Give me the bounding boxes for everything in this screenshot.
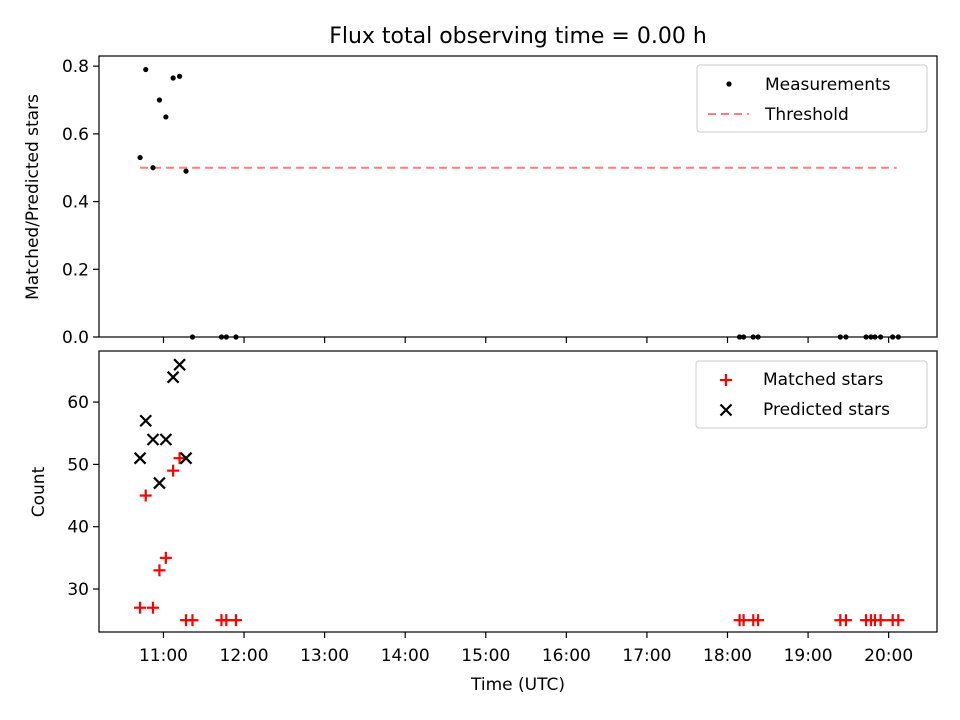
top-y-tick-label: 0.4 xyxy=(62,193,89,213)
legend-predicted-label: Predicted stars xyxy=(763,400,890,420)
matched-star-point xyxy=(874,614,887,627)
measurement-point xyxy=(183,168,189,174)
bottom-y-tick-label: 40 xyxy=(67,518,89,538)
predicted-star-point xyxy=(159,433,173,446)
x-tick-label: 11:00 xyxy=(139,646,188,666)
measurement-point xyxy=(176,73,183,79)
bottom-y-tick-label: 30 xyxy=(67,580,89,600)
bottom-legend: Matched stars Predicted stars xyxy=(695,360,928,429)
predicted-star-point xyxy=(173,358,186,371)
x-tick-label: 14:00 xyxy=(381,646,430,666)
bottom-y-tick-label: 60 xyxy=(67,393,89,413)
bottom-legend-box xyxy=(695,360,928,429)
predicted-star-point xyxy=(139,414,153,428)
matched-star-point xyxy=(839,614,852,627)
top-panel-frame xyxy=(98,55,938,338)
measurement-point xyxy=(150,165,156,171)
measurement-point xyxy=(218,334,225,340)
measurement-point xyxy=(863,334,869,340)
bottom-y-ticks: 30 40 50 60 xyxy=(67,393,99,600)
legend-threshold-label: Threshold xyxy=(764,105,849,125)
measurement-point xyxy=(877,334,884,340)
matched-star-point xyxy=(229,614,242,627)
top-y-tick-label: 0.2 xyxy=(62,260,89,280)
x-tick-label: 20:00 xyxy=(864,646,913,666)
measurement-point xyxy=(137,154,143,161)
top-legend: Measurements Threshold xyxy=(696,64,928,133)
predicted-star-point xyxy=(146,433,160,446)
predicted-star-points xyxy=(133,358,193,490)
x-tick-label: 17:00 xyxy=(622,646,671,666)
measurement-point xyxy=(170,75,176,81)
x-tick-label: 12:00 xyxy=(220,646,269,666)
top-y-axis-label: Matched/Predicted stars xyxy=(23,94,43,300)
legend-measurements-marker xyxy=(726,81,732,87)
matched-star-point xyxy=(146,601,159,614)
bottom-y-tick-label: 50 xyxy=(67,455,89,475)
bottom-x-ticks: 11:00 12:00 13:00 14:00 15:00 16:00 17:00 18:00… xyxy=(139,632,913,666)
measurement-point xyxy=(868,334,874,340)
matched-star-point xyxy=(167,464,180,477)
matched-star-point xyxy=(892,614,905,627)
top-panel: 0.00.20.40.60.8 Matched/Predicted stars … xyxy=(23,55,938,348)
matched-star-point xyxy=(173,452,186,465)
measurement-point xyxy=(156,97,163,103)
measurement-point xyxy=(755,334,761,340)
legend-cross xyxy=(719,403,733,417)
measurement-point xyxy=(223,334,229,340)
top-legend-box xyxy=(696,64,928,133)
measurement-point xyxy=(741,334,747,340)
measurement-point xyxy=(837,334,843,340)
top-y-tick-label: 0.8 xyxy=(62,57,89,77)
legend-matched-label: Matched stars xyxy=(763,370,883,390)
bottom-panel-frame xyxy=(98,350,938,633)
legend-predicted-marker xyxy=(719,403,733,417)
measurement-points xyxy=(137,66,901,340)
measurement-point xyxy=(189,334,196,340)
measurement-point xyxy=(163,114,169,120)
matched-star-point xyxy=(752,614,765,627)
predicted-star-point xyxy=(166,370,180,384)
measurement-point xyxy=(843,334,849,340)
measurement-point xyxy=(736,334,743,340)
top-y-tick-label: 0.0 xyxy=(62,328,89,348)
matched-star-point xyxy=(153,564,166,577)
matched-star-points xyxy=(134,452,905,627)
measurement-point xyxy=(895,334,901,340)
x-axis-label: Time (UTC) xyxy=(470,675,565,695)
predicted-star-point xyxy=(133,451,147,465)
x-tick-label: 13:00 xyxy=(300,646,349,666)
matched-star-point xyxy=(159,551,172,564)
bottom-y-axis-label: Count xyxy=(29,466,49,517)
predicted-star-point xyxy=(153,476,166,490)
predicted-star-point xyxy=(179,451,193,465)
x-tick-label: 19:00 xyxy=(784,646,833,666)
x-tick-label: 18:00 xyxy=(703,646,752,666)
measurement-point xyxy=(750,334,756,340)
matched-star-point xyxy=(139,489,152,502)
top-x-ticks xyxy=(162,337,890,343)
legend-matched-marker xyxy=(720,374,732,386)
top-y-tick-label: 0.6 xyxy=(62,125,89,145)
x-tick-label: 16:00 xyxy=(542,646,591,666)
legend-plus xyxy=(720,374,732,386)
legend-measurements-label: Measurements xyxy=(765,75,891,95)
matched-star-point xyxy=(186,614,199,627)
top-y-ticks: 0.0 0.2 0.4 0.6 0.8 xyxy=(62,57,99,348)
measurement-point xyxy=(233,334,239,340)
figure-title: Flux total observing time = 0.00 h xyxy=(329,24,707,49)
matched-star-point xyxy=(134,601,147,614)
measurement-point xyxy=(143,66,149,73)
measurement-point xyxy=(872,334,878,340)
x-tick-label: 15:00 xyxy=(461,646,510,666)
measurement-point xyxy=(890,334,896,340)
